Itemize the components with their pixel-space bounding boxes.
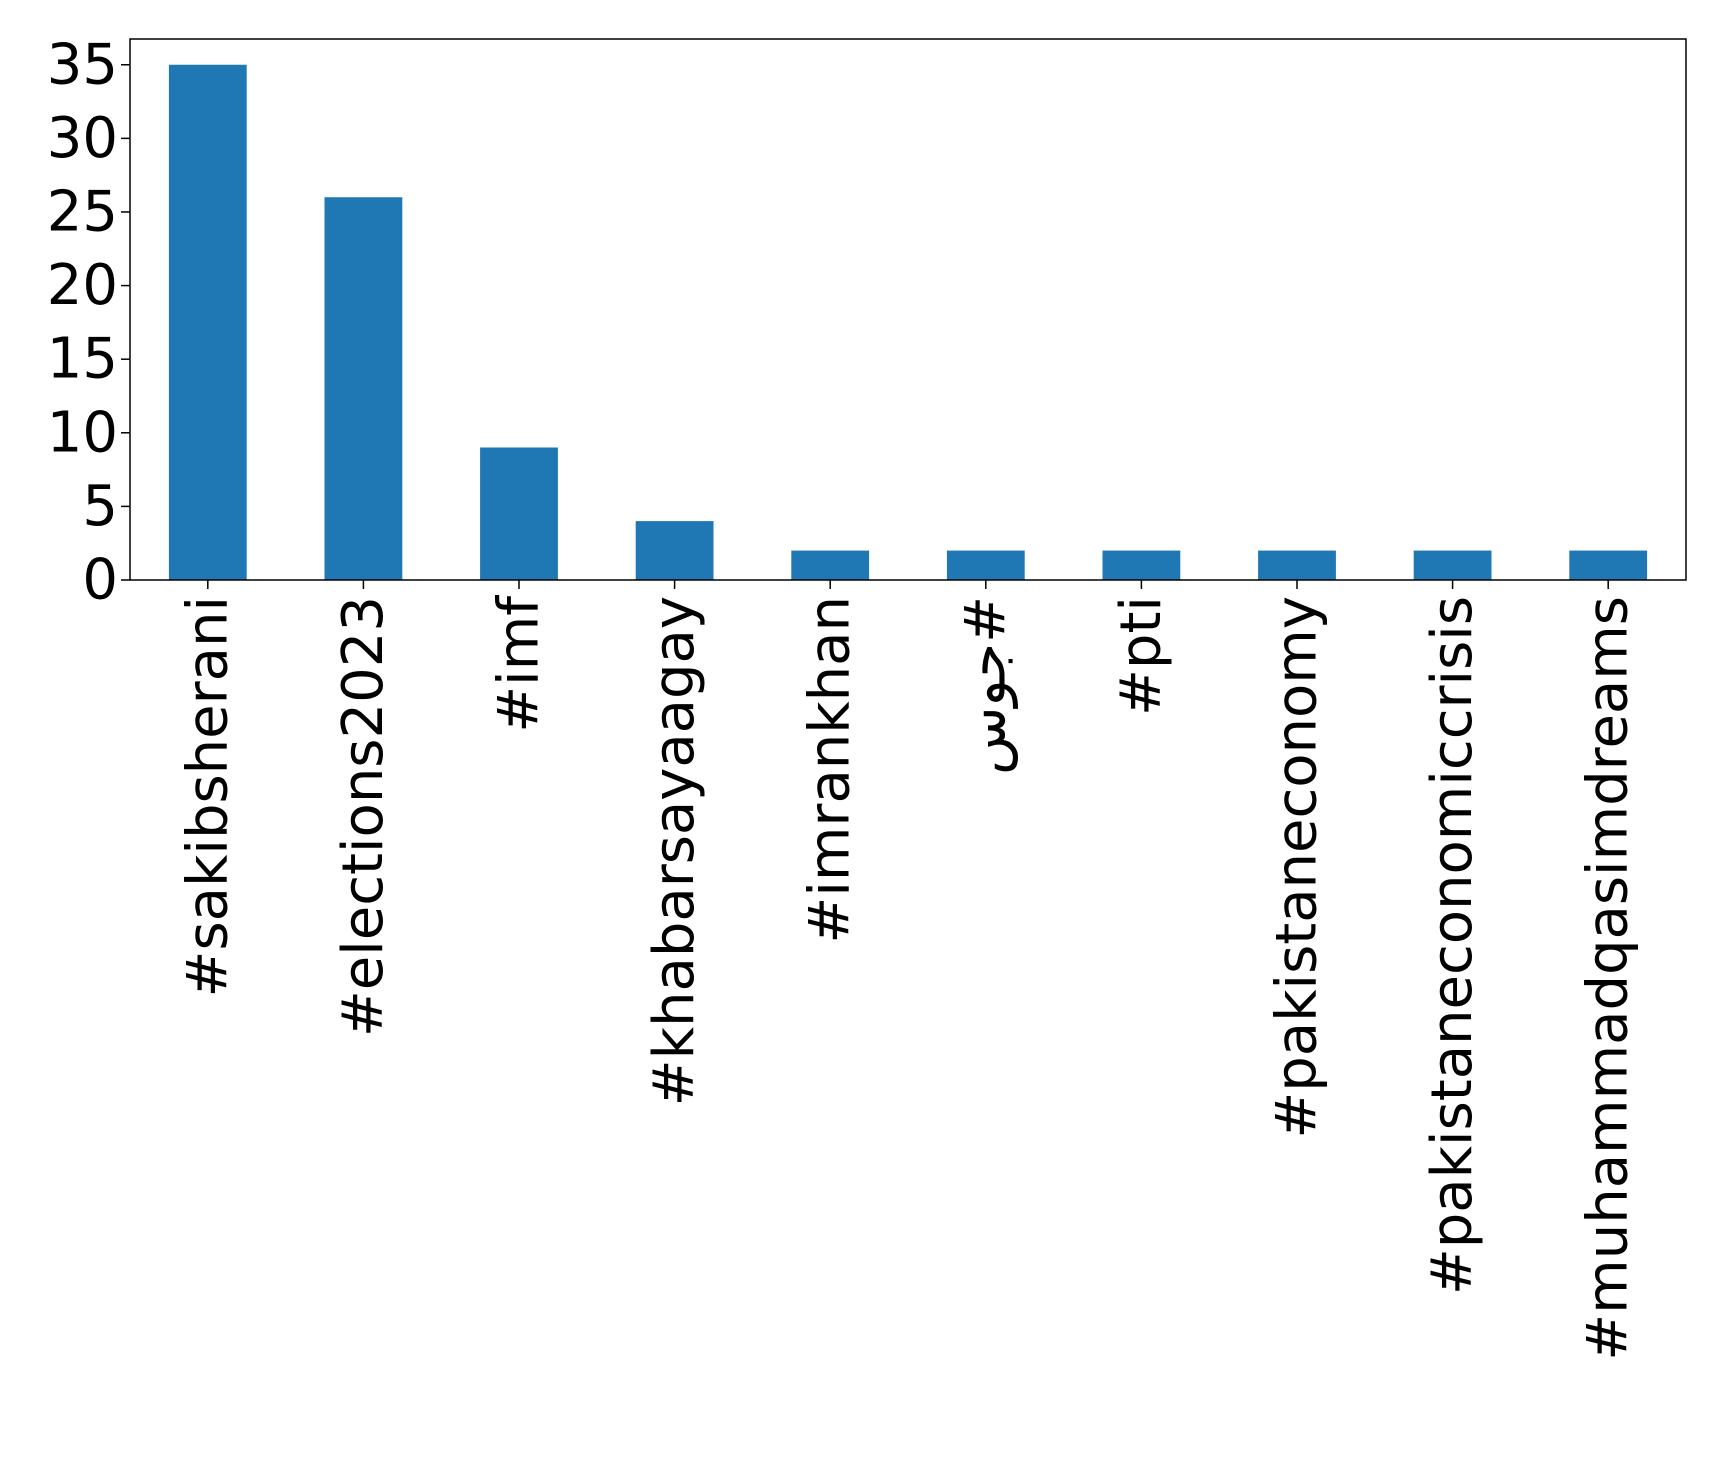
x-tick-label-3: #khabarsayaagay [642,596,707,1106]
x-axis: #sakibsherani #elections2023 #imf #khabarsa… [175,580,1641,1361]
y-tick-label-2: 10 [47,400,118,465]
x-tick-label-1: #elections2023 [331,596,396,1037]
x-tick-label-8: #pakistaneconomiccrisis [1420,596,1485,1295]
x-tick-label-5: #جوس [953,596,1018,775]
y-tick-label-1: 5 [82,474,118,539]
x-tick-label-9: #muhammadqasimdreams [1576,596,1641,1361]
x-tick-label-7: #pakistaneconomy [1265,596,1330,1139]
y-axis: 0 5 10 15 20 25 30 35 [47,32,130,613]
x-tick-label-0: #sakibsherani [175,596,240,997]
bar-8 [1413,550,1492,580]
y-tick-label-3: 15 [47,327,118,392]
y-tick-label-7: 35 [47,32,118,97]
bar-2 [480,447,558,580]
y-tick-label-5: 25 [47,179,118,244]
plot-frame [129,38,1687,581]
bar-0 [168,64,247,580]
x-tick-label-6: #pti [1109,596,1174,716]
x-tick-label-4: #imrankhan [798,596,863,944]
y-tick-label-4: 20 [47,253,118,318]
bar-3 [635,521,714,580]
bar-9 [1569,550,1648,580]
bar-1 [324,197,403,580]
bar-5 [946,550,1025,580]
bar-7 [1258,550,1336,580]
bar-4 [791,550,870,580]
bar-6 [1102,550,1181,580]
x-tick-label-2: #imf [487,595,552,733]
y-tick-label-0: 0 [82,548,118,613]
bars-layer [168,64,1648,580]
y-tick-label-6: 30 [47,106,118,171]
